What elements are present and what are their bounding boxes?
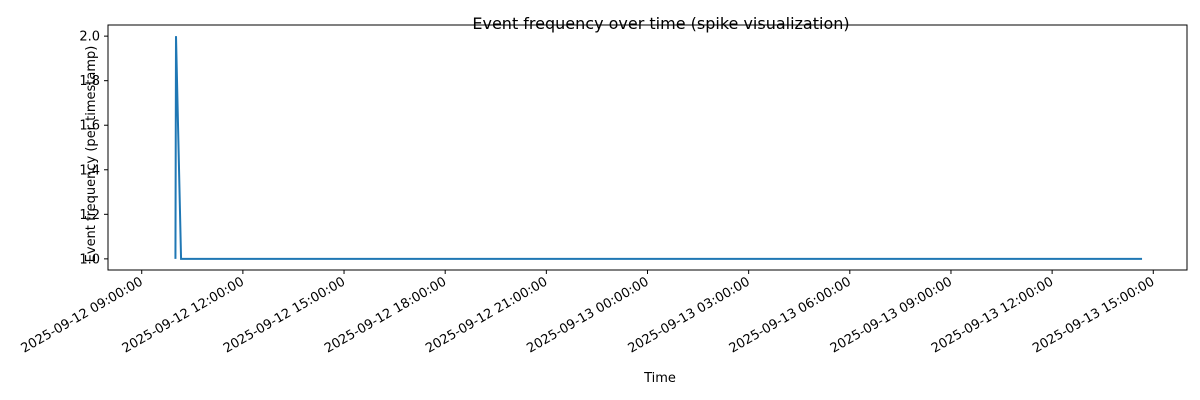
chart-title: Event frequency over time (spike visuali… (472, 14, 849, 33)
x-axis-label: Time (643, 371, 676, 386)
y-tick-label: 1.8 (79, 74, 100, 89)
y-tick-label: 1.6 (79, 119, 100, 134)
y-tick-label: 1.4 (79, 163, 100, 178)
y-axis: 1.0 1.2 1.4 1.6 1.8 2.0 (79, 30, 108, 267)
y-tick-label: 1.0 (79, 252, 100, 267)
plot-frame (107, 24, 1188, 271)
y-tick-label: 1.2 (79, 208, 100, 223)
series-line (174, 36, 1143, 260)
series-group (174, 36, 1143, 260)
y-tick-label: 2.0 (79, 30, 100, 45)
y-axis-label: Event frequency (per timestamp) (84, 46, 99, 263)
